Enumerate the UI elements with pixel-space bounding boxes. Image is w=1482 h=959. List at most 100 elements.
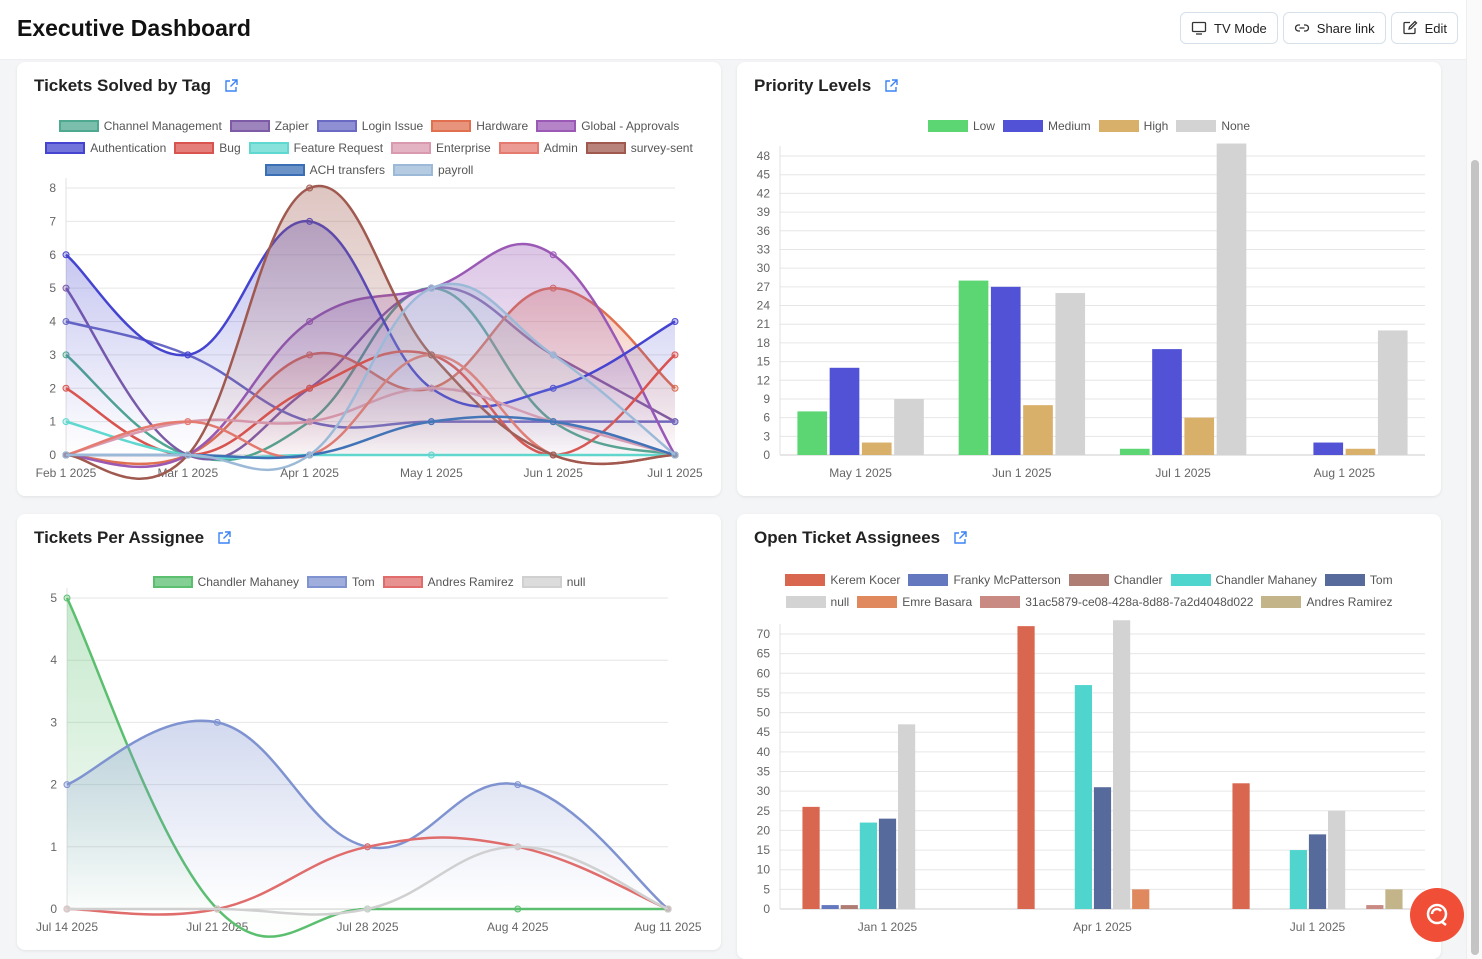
data-point[interactable] bbox=[63, 781, 71, 789]
legend-item[interactable]: Channel Management bbox=[58, 118, 222, 134]
data-point[interactable] bbox=[63, 594, 71, 602]
data-point[interactable] bbox=[213, 905, 221, 913]
bar[interactable] bbox=[1366, 905, 1384, 909]
legend-item[interactable]: Zapier bbox=[229, 118, 309, 134]
data-point[interactable] bbox=[364, 843, 371, 851]
chat-launcher-button[interactable] bbox=[1410, 888, 1464, 942]
bar[interactable] bbox=[898, 724, 916, 909]
bar[interactable] bbox=[1308, 834, 1327, 909]
bar[interactable] bbox=[990, 286, 1021, 455]
bar[interactable] bbox=[1184, 417, 1215, 455]
data-point[interactable] bbox=[184, 418, 192, 426]
data-point[interactable] bbox=[213, 718, 221, 726]
data-point[interactable] bbox=[364, 905, 371, 913]
legend-item[interactable]: Enterprise bbox=[391, 140, 491, 156]
bar[interactable] bbox=[1152, 349, 1182, 455]
legend-item[interactable]: Chandler Mahaney bbox=[1170, 572, 1317, 588]
legend-item[interactable]: Global - Approvals bbox=[536, 118, 679, 134]
bar[interactable] bbox=[1345, 448, 1376, 455]
bar[interactable] bbox=[840, 905, 858, 909]
scrollbar[interactable] bbox=[1466, 0, 1482, 959]
edit-button[interactable]: Edit bbox=[1390, 12, 1458, 44]
bar[interactable] bbox=[1313, 442, 1344, 455]
data-point[interactable] bbox=[63, 905, 71, 913]
bar[interactable] bbox=[1328, 810, 1346, 909]
bar[interactable] bbox=[859, 822, 877, 909]
data-point[interactable] bbox=[514, 781, 522, 789]
bar[interactable] bbox=[1385, 889, 1403, 909]
data-point[interactable] bbox=[184, 451, 192, 459]
bar[interactable] bbox=[1055, 293, 1086, 455]
legend-item[interactable]: survey-sent bbox=[585, 140, 693, 156]
bar[interactable] bbox=[797, 411, 828, 455]
legend-item[interactable]: Hardware bbox=[431, 118, 528, 134]
data-point[interactable] bbox=[514, 843, 522, 851]
data-point[interactable] bbox=[62, 418, 70, 426]
bar[interactable] bbox=[802, 806, 820, 909]
bar[interactable] bbox=[1377, 330, 1408, 455]
bar[interactable] bbox=[1289, 850, 1307, 909]
legend-item[interactable]: Tom bbox=[307, 574, 375, 590]
external-link-icon[interactable] bbox=[883, 78, 899, 94]
external-link-icon[interactable] bbox=[952, 530, 968, 546]
legend-item[interactable]: Bug bbox=[174, 140, 241, 156]
legend-item[interactable]: High bbox=[1098, 118, 1168, 134]
legend-item[interactable]: Feature Request bbox=[248, 140, 383, 156]
y-tick-label: 30 bbox=[757, 261, 771, 275]
bar[interactable] bbox=[1119, 448, 1150, 455]
legend-item[interactable]: Medium bbox=[1002, 118, 1091, 134]
tv-mode-button[interactable]: TV Mode bbox=[1180, 12, 1278, 44]
data-point[interactable] bbox=[671, 451, 679, 459]
legend-swatch bbox=[1176, 120, 1217, 132]
bar[interactable] bbox=[1074, 685, 1092, 909]
legend-item[interactable]: Tom bbox=[1324, 572, 1393, 588]
data-point[interactable] bbox=[306, 451, 314, 459]
bar[interactable] bbox=[1023, 405, 1053, 455]
data-point[interactable] bbox=[671, 318, 679, 325]
data-point[interactable] bbox=[549, 251, 557, 259]
legend-item[interactable]: payroll bbox=[393, 162, 473, 178]
legend-item[interactable]: 31ac5879-ce08-428a-8d88-7a2d4048d022 bbox=[980, 594, 1253, 610]
data-point[interactable] bbox=[62, 451, 70, 459]
data-point[interactable] bbox=[184, 351, 192, 359]
scrollbar-thumb[interactable] bbox=[1471, 160, 1479, 955]
bar[interactable] bbox=[1216, 143, 1247, 455]
bar[interactable] bbox=[1017, 626, 1035, 909]
bar[interactable] bbox=[894, 398, 924, 455]
data-point[interactable] bbox=[62, 384, 70, 392]
bar[interactable] bbox=[878, 818, 897, 909]
legend-item[interactable]: Authentication bbox=[45, 140, 166, 156]
legend-item[interactable]: Andres Ramirez bbox=[1261, 594, 1392, 610]
bar[interactable] bbox=[821, 905, 839, 909]
bar[interactable] bbox=[1232, 783, 1250, 909]
legend-item[interactable]: ACH transfers bbox=[264, 162, 385, 178]
data-point[interactable] bbox=[549, 351, 557, 359]
data-point[interactable] bbox=[62, 251, 70, 259]
bar[interactable] bbox=[1113, 620, 1131, 909]
legend-item[interactable]: null bbox=[785, 594, 849, 610]
data-point[interactable] bbox=[671, 351, 679, 359]
legend-item[interactable]: Emre Basara bbox=[857, 594, 972, 610]
external-link-icon[interactable] bbox=[216, 530, 232, 546]
legend-item[interactable]: Login Issue bbox=[316, 118, 423, 134]
data-point[interactable] bbox=[306, 184, 314, 192]
external-link-icon[interactable] bbox=[223, 78, 239, 94]
bar[interactable] bbox=[829, 367, 860, 455]
bar[interactable] bbox=[958, 280, 989, 455]
legend-item[interactable]: Low bbox=[927, 118, 995, 134]
legend-item[interactable]: Chandler bbox=[1068, 572, 1163, 588]
bar[interactable] bbox=[1132, 889, 1150, 909]
bar[interactable] bbox=[861, 442, 892, 455]
legend-item[interactable]: Andres Ramirez bbox=[382, 574, 514, 590]
legend-item[interactable]: None bbox=[1176, 118, 1250, 134]
legend-item[interactable]: Kerem Kocer bbox=[785, 572, 900, 588]
data-point[interactable] bbox=[427, 284, 435, 292]
bar[interactable] bbox=[1093, 787, 1112, 909]
data-point[interactable] bbox=[664, 905, 672, 913]
legend-item[interactable]: Chandler Mahaney bbox=[152, 574, 299, 590]
legend-item[interactable]: null bbox=[521, 574, 585, 590]
y-tick-label: 27 bbox=[757, 280, 771, 294]
share-link-button[interactable]: Share link bbox=[1282, 12, 1386, 44]
legend-item[interactable]: Franky McPatterson bbox=[908, 572, 1061, 588]
legend-item[interactable]: Admin bbox=[498, 140, 578, 156]
